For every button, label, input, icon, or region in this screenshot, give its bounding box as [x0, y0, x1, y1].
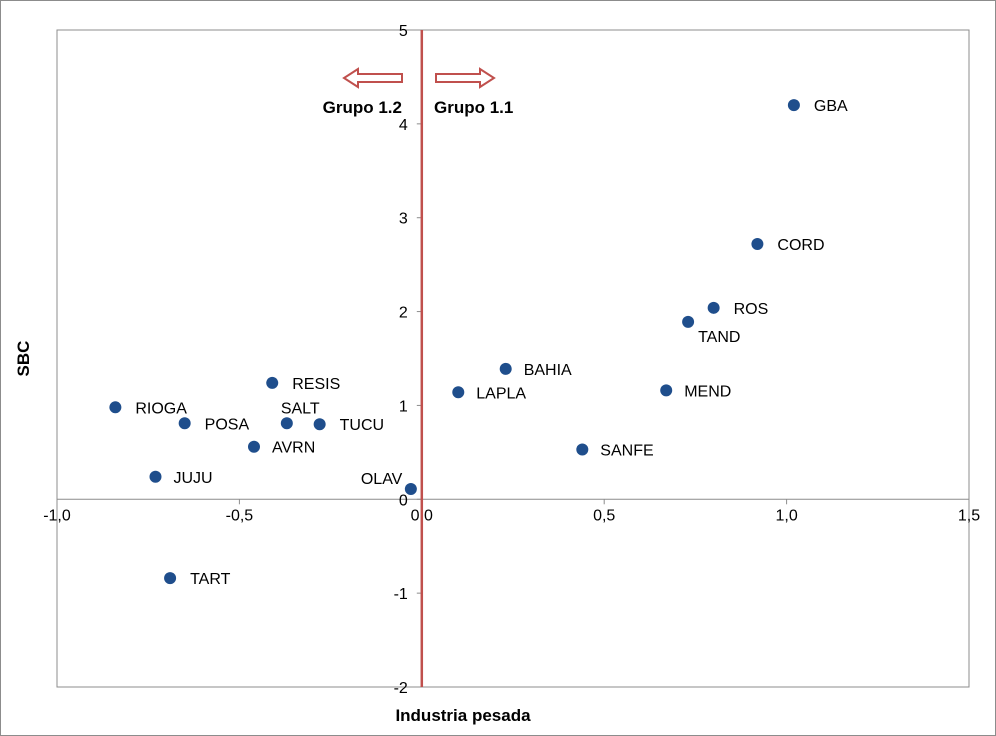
point-label-salt: SALT: [281, 400, 320, 417]
data-point-gba: [787, 99, 800, 112]
group-label-right: Grupo 1.1: [434, 98, 513, 117]
y-tick-label: 3: [399, 211, 408, 228]
point-label-resis: RESIS: [292, 376, 340, 393]
y-tick-label: -2: [394, 680, 408, 697]
point-label-tucu: TUCU: [340, 417, 384, 434]
point-label-mend: MEND: [684, 383, 731, 400]
y-tick-label: 5: [399, 23, 408, 40]
point-label-tand: TAND: [698, 329, 740, 346]
point-label-gba: GBA: [814, 98, 848, 115]
point-label-lapla: LAPLA: [476, 385, 526, 402]
y-tick-label: 2: [399, 305, 408, 322]
data-point-rioga: [109, 401, 122, 414]
x-axis-title: Industria pesada: [395, 706, 531, 725]
data-point-lapla: [452, 386, 465, 399]
data-point-resis: [266, 376, 279, 389]
point-label-ros: ROS: [734, 301, 769, 318]
data-point-ros: [707, 301, 720, 314]
data-point-tart: [164, 572, 177, 585]
y-tick-label: -1: [394, 586, 408, 603]
data-point-mend: [660, 384, 673, 397]
data-point-sanfe: [576, 443, 589, 456]
arrow-left-icon: [342, 67, 403, 89]
point-label-juju: JUJU: [173, 470, 212, 487]
x-tick-label: 1,0: [775, 507, 797, 524]
point-label-sanfe: SANFE: [600, 443, 653, 460]
data-point-posa: [178, 417, 191, 430]
data-point-tand: [682, 315, 695, 328]
point-label-cord: CORD: [777, 237, 824, 254]
x-tick-label: -0,5: [226, 507, 254, 524]
data-point-juju: [149, 470, 162, 483]
x-tick-label: 1,5: [958, 507, 980, 524]
point-label-posa: POSA: [205, 416, 250, 433]
data-point-salt: [280, 417, 293, 430]
data-point-tucu: [313, 418, 326, 431]
x-tick-label: 0,5: [593, 507, 615, 524]
y-axis-title: SBC: [14, 341, 33, 377]
data-point-bahia: [499, 362, 512, 375]
group-label-left: Grupo 1.2: [323, 98, 402, 117]
plot-area: [56, 29, 970, 688]
arrow-right-icon: [435, 67, 496, 89]
data-point-cord: [751, 237, 764, 250]
x-tick-label: -1,0: [43, 507, 71, 524]
point-label-bahia: BAHIA: [524, 362, 572, 379]
y-tick-label: 0: [399, 492, 408, 509]
point-label-olav: OLAV: [361, 471, 403, 488]
y-tick-label: 4: [399, 117, 408, 134]
point-label-avrn: AVRN: [272, 440, 315, 457]
data-point-avrn: [247, 440, 260, 453]
y-tick-label: 1: [399, 398, 408, 415]
point-label-tart: TART: [190, 571, 231, 588]
data-point-olav: [404, 482, 417, 495]
point-label-rioga: RIOGA: [135, 400, 187, 417]
